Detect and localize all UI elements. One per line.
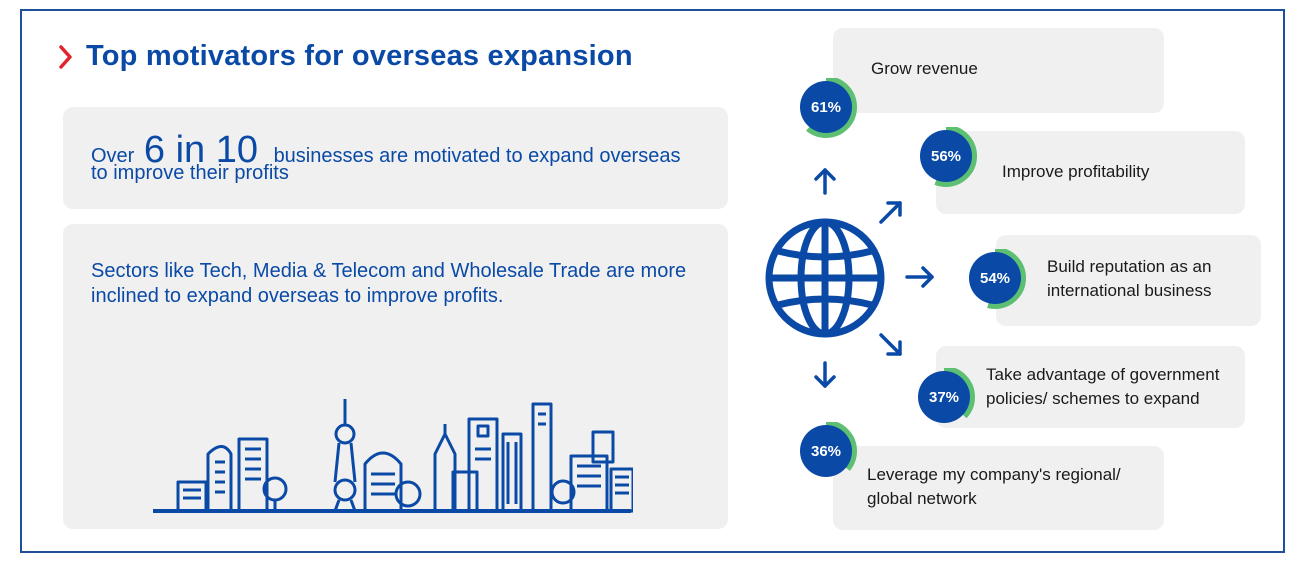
percent-label: 37% — [928, 388, 960, 406]
stat-line-2: to improve their profits — [91, 162, 289, 184]
motivator-label: Grow revenue — [871, 59, 978, 78]
arrow-up-icon — [814, 168, 836, 195]
arrow-down-icon — [814, 361, 836, 388]
stat-line-1: Over 6 in 10 businesses are motivated to… — [91, 129, 680, 173]
badge-ring — [917, 127, 977, 187]
sector-box: Sectors like Tech, Media & Telecom and W… — [63, 224, 728, 529]
stat-prefix: Over — [91, 145, 135, 167]
motivator-card-network: Leverage my company's regional/ global n… — [833, 446, 1164, 530]
percent-badge: 56% — [917, 127, 979, 189]
badge-ring — [966, 249, 1026, 309]
stat-box: Over 6 in 10 businesses are motivated to… — [63, 107, 728, 209]
infographic-frame — [20, 9, 1285, 553]
percent-label: 54% — [979, 269, 1011, 287]
percent-badge: 54% — [966, 249, 1028, 311]
motivator-label-line2: policies/ schemes to expand — [986, 389, 1200, 408]
arrow-up-right-icon — [879, 201, 902, 224]
arrow-right-icon — [905, 266, 934, 288]
motivator-label-line1: Build reputation as an — [1047, 257, 1212, 276]
stat-suffix: businesses are motivated to expand overs… — [273, 145, 681, 167]
motivator-card-profitability: Improve profitability — [936, 131, 1245, 214]
globe-icon — [765, 218, 885, 338]
badge-ring — [915, 368, 975, 428]
motivator-label-line2: global network — [867, 489, 977, 508]
badge-ring — [797, 422, 857, 482]
motivator-label: Improve profitability — [1002, 162, 1150, 181]
percent-badge: 37% — [915, 368, 977, 430]
title-row: Top motivators for overseas expansion — [56, 40, 633, 73]
motivator-label-line1: Leverage my company's regional/ — [867, 465, 1121, 484]
percent-label: 61% — [810, 98, 842, 116]
motivator-card-grow-revenue: Grow revenue — [833, 28, 1164, 113]
percent-badge: 61% — [797, 78, 859, 140]
sector-text: Sectors like Tech, Media & Telecom and W… — [91, 260, 687, 307]
badge-ring — [797, 78, 857, 138]
percent-badge: 36% — [797, 422, 859, 484]
motivator-label-line1: Take advantage of government — [986, 365, 1220, 384]
page-title: Top motivators for overseas expansion — [86, 40, 633, 72]
percent-label: 36% — [810, 442, 842, 460]
motivator-label-line2: international business — [1047, 281, 1212, 300]
percent-label: 56% — [930, 147, 962, 165]
stat-big-number: 6 in 10 — [143, 129, 258, 171]
city-skyline-illustration — [153, 399, 633, 513]
motivator-card-government: Take advantage of government policies/ s… — [936, 346, 1245, 428]
motivator-card-reputation: Build reputation as an international bus… — [996, 235, 1261, 326]
chevron-right-icon — [59, 44, 72, 69]
arrow-down-right-icon — [879, 333, 902, 356]
